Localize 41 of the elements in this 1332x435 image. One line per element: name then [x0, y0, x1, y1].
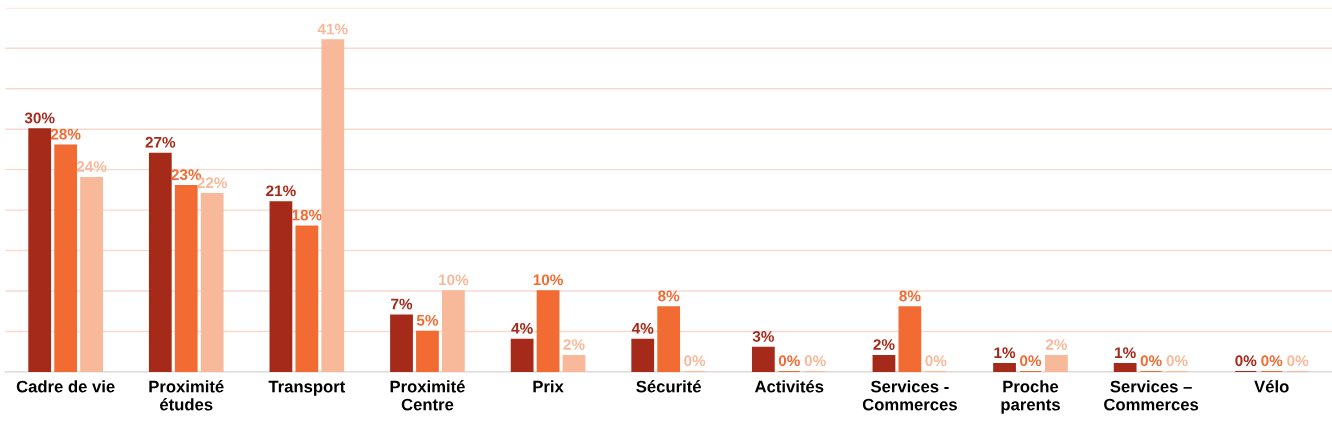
data-label: 7%: [391, 298, 413, 310]
x-tick-label: Activités: [754, 380, 824, 393]
x-tick-label: Transport: [268, 380, 346, 396]
data-label: 2%: [873, 339, 895, 350]
data-label: 8%: [658, 290, 680, 302]
x-tick-label: Sécurité: [636, 380, 701, 393]
data-label: 0%: [1287, 355, 1309, 367]
data-label: 0%: [778, 355, 800, 367]
data-label: 2%: [563, 339, 585, 350]
data-label: 21%: [266, 185, 296, 197]
data-label: 10%: [439, 274, 469, 286]
data-label: 0%: [1020, 355, 1042, 367]
data-label: 41%: [317, 23, 348, 35]
data-label: 27%: [145, 136, 176, 148]
data-label: 1%: [1115, 347, 1136, 359]
x-tick-label: Proche parents: [1001, 380, 1060, 414]
data-label: 3%: [752, 331, 774, 342]
x-tick-label: Services – Commerces: [1104, 380, 1199, 411]
data-label: 28%: [50, 128, 81, 140]
data-label: 5%: [416, 314, 439, 326]
data-label: 0%: [684, 355, 706, 367]
data-label: 4%: [631, 322, 654, 334]
x-tick-label: Proximité études: [149, 380, 224, 411]
data-label: 30%: [24, 112, 55, 124]
data-label: 0%: [925, 355, 947, 367]
data-label: 4%: [511, 322, 533, 334]
x-tick-label: Prix: [533, 380, 564, 393]
data-label: 0%: [1140, 355, 1162, 367]
data-label: 0%: [1235, 355, 1257, 367]
data-label: 0%: [1166, 355, 1188, 367]
data-label: 8%: [899, 290, 921, 302]
data-label: 0%: [804, 355, 826, 367]
x-tick-label: Services - Commerces: [862, 380, 957, 411]
x-tick-label: Cadre de vie: [16, 380, 115, 393]
x-tick-label: Proximité Centre: [390, 380, 465, 411]
data-label: 2%: [1045, 339, 1068, 350]
x-tick-label: Vélo: [1254, 380, 1289, 393]
data-label: 18%: [292, 209, 322, 221]
data-label: 1%: [994, 347, 1016, 359]
data-label: 10%: [533, 274, 563, 286]
data-label: 0%: [1261, 355, 1283, 367]
